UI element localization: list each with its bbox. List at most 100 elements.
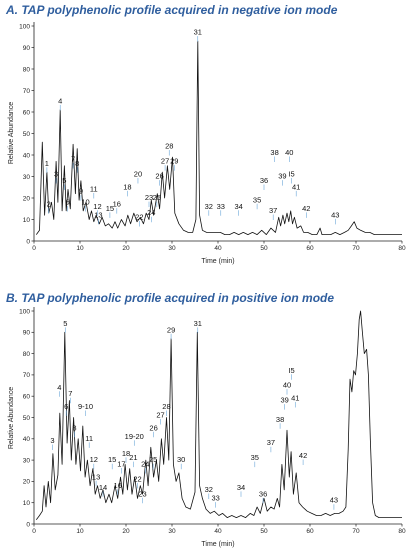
x-tick-label: 30 bbox=[168, 528, 176, 535]
peak-label: 15 bbox=[106, 204, 114, 213]
peak-label: 3 bbox=[50, 436, 54, 445]
peak-label: 13 bbox=[92, 472, 100, 481]
peak-label: 9-10 bbox=[78, 402, 93, 411]
panel-a-title: A. TAP polyphenolic profile acquired in … bbox=[6, 3, 338, 17]
y-tick-label: 60 bbox=[23, 394, 31, 401]
peak-label: 1 bbox=[45, 159, 49, 168]
y-tick-label: 90 bbox=[23, 330, 31, 337]
peak-label: 28 bbox=[162, 402, 170, 411]
peak-label: 6 bbox=[65, 197, 69, 206]
peak-label: 37 bbox=[267, 438, 275, 447]
x-tick-label: 80 bbox=[398, 528, 406, 535]
y-tick-label: 10 bbox=[23, 500, 31, 507]
x-tick-label: 40 bbox=[214, 528, 222, 535]
y-tick-label: 0 bbox=[26, 238, 30, 245]
peak-label: 24 bbox=[141, 459, 149, 468]
peak-label: 5 bbox=[62, 176, 66, 185]
y-tick-label: 40 bbox=[23, 436, 31, 443]
peak-label: 40 bbox=[283, 381, 291, 390]
y-tick-label: 100 bbox=[19, 308, 30, 315]
peak-label: 23 bbox=[138, 489, 146, 498]
peak-label: 24 bbox=[147, 208, 155, 217]
x-axis-label: Time (min) bbox=[201, 541, 234, 548]
y-tick-label: 90 bbox=[23, 45, 31, 52]
peak-label: 32 bbox=[205, 202, 213, 211]
peak-label: 20 bbox=[134, 170, 142, 179]
y-tick-label: 60 bbox=[23, 109, 31, 116]
peak-label: 36 bbox=[260, 176, 268, 185]
peak-label: 10 bbox=[81, 197, 89, 206]
peak-label: 6 bbox=[64, 402, 68, 411]
peak-label: 29 bbox=[167, 325, 175, 334]
peak-label: 15 bbox=[108, 455, 116, 464]
y-tick-label: 70 bbox=[23, 88, 31, 95]
x-tick-label: 70 bbox=[352, 245, 360, 252]
peak-label: 5 bbox=[63, 319, 67, 328]
peak-label: 12 bbox=[93, 202, 101, 211]
peak-label: 28 bbox=[165, 142, 173, 151]
y-axis-label: Relative Abundance bbox=[8, 102, 15, 164]
peak-label: 35 bbox=[251, 453, 259, 462]
x-axis-label: Time (min) bbox=[201, 258, 234, 265]
y-tick-label: 70 bbox=[23, 372, 31, 379]
y-tick-label: 50 bbox=[23, 131, 31, 138]
peak-label: 31 bbox=[194, 319, 202, 328]
chromatogram-trace bbox=[35, 310, 402, 520]
peak-label: 33 bbox=[217, 202, 225, 211]
peak-label: 25 bbox=[153, 193, 161, 202]
x-tick-label: 20 bbox=[122, 528, 130, 535]
peak-label: 7 bbox=[68, 389, 72, 398]
peak-label: 4 bbox=[57, 383, 61, 392]
peak-label: 23 bbox=[145, 193, 153, 202]
peak-label: 26 bbox=[155, 172, 163, 181]
peak-label: 21 bbox=[129, 453, 137, 462]
peak-label: 33 bbox=[212, 494, 220, 503]
peak-label: 41 bbox=[291, 393, 299, 402]
peak-label: 40 bbox=[285, 148, 293, 157]
peak-label: 8 bbox=[75, 159, 79, 168]
peak-label: 19-20 bbox=[125, 432, 144, 441]
peak-label: 38 bbox=[276, 415, 284, 424]
y-tick-label: 30 bbox=[23, 457, 31, 464]
y-tick-label: 10 bbox=[23, 217, 31, 224]
peak-label: 17 bbox=[117, 459, 125, 468]
peak-label: 27 bbox=[161, 157, 169, 166]
y-tick-label: 100 bbox=[19, 23, 30, 30]
peak-label: 35 bbox=[253, 195, 261, 204]
peak-label: 18 bbox=[123, 182, 131, 191]
y-tick-label: 20 bbox=[23, 479, 31, 486]
y-tick-label: 0 bbox=[26, 521, 30, 528]
x-tick-label: 10 bbox=[76, 245, 84, 252]
peak-label: 41 bbox=[292, 182, 300, 191]
peak-label: 3 bbox=[54, 170, 58, 179]
peak-label: 32 bbox=[205, 485, 213, 494]
peak-label: 11 bbox=[85, 434, 93, 443]
y-tick-label: 20 bbox=[23, 195, 31, 202]
peak-label: 8 bbox=[72, 423, 76, 432]
chromatogram-trace bbox=[35, 40, 402, 235]
x-tick-label: 0 bbox=[32, 528, 36, 535]
peak-label: 22 bbox=[133, 474, 141, 483]
y-tick-label: 50 bbox=[23, 415, 31, 422]
x-tick-label: 40 bbox=[214, 245, 222, 252]
peak-label: 43 bbox=[331, 210, 339, 219]
peak-label: 27 bbox=[156, 411, 164, 420]
peak-label: 34 bbox=[235, 202, 243, 211]
peak-label: 37 bbox=[269, 206, 277, 215]
y-tick-label: 40 bbox=[23, 152, 31, 159]
peak-label: 39 bbox=[281, 396, 289, 405]
peak-label: 16 bbox=[114, 481, 122, 490]
peak-label: 11 bbox=[90, 185, 98, 194]
peak-label: 38 bbox=[270, 148, 278, 157]
x-tick-label: 50 bbox=[260, 528, 268, 535]
peak-label: 42 bbox=[299, 451, 307, 460]
x-tick-label: 10 bbox=[76, 528, 84, 535]
peak-label: 34 bbox=[237, 483, 245, 492]
peak-label: 4 bbox=[58, 96, 62, 105]
peak-label: 31 bbox=[194, 28, 202, 37]
panel-b-chart: 0 10 20 30 40 50 60 70 80 90 100 0 10 20 30 40 50 60 70 80 R… bbox=[8, 307, 406, 548]
panel-b-title: B. TAP polyphenolic profile acquired in … bbox=[6, 291, 335, 305]
peak-label: 14 bbox=[99, 483, 107, 492]
x-tick-label: 60 bbox=[306, 528, 314, 535]
x-tick-label: 70 bbox=[352, 528, 360, 535]
